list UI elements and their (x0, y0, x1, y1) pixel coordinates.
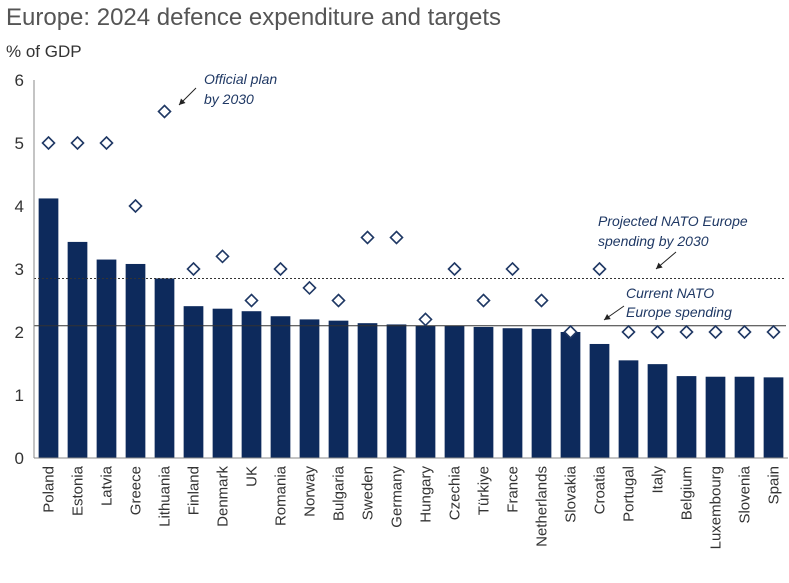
annotation-arrow-head (604, 313, 611, 320)
bar (183, 306, 204, 458)
bar (357, 323, 378, 458)
category-label: Latvia (99, 465, 116, 506)
bar (618, 360, 639, 458)
y-tick-label: 1 (15, 386, 24, 405)
annotation-text: Projected NATO Europe (598, 213, 748, 229)
category-label: Norway (302, 466, 319, 517)
category-label: Croatia (592, 465, 609, 514)
target-marker (186, 261, 201, 277)
category-label: Netherlands (534, 466, 551, 547)
target-marker (128, 198, 143, 214)
bar (531, 328, 552, 458)
target-marker (592, 261, 607, 277)
bar (763, 377, 784, 458)
target-marker (389, 230, 404, 245)
target-marker (476, 293, 491, 308)
bar (328, 320, 349, 458)
category-label: Germany (389, 466, 406, 528)
bar (241, 311, 262, 458)
y-tick-label: 2 (15, 323, 24, 342)
target-marker (766, 324, 781, 340)
bar (299, 319, 320, 458)
category-label: Spain (766, 466, 783, 504)
category-label: UK (244, 466, 261, 487)
target-marker (563, 324, 578, 340)
bar (444, 325, 465, 458)
annotation-text: by 2030 (204, 91, 254, 107)
bar (502, 328, 523, 458)
bar (38, 198, 59, 458)
target-marker (41, 135, 56, 151)
target-marker (331, 293, 346, 308)
bar (212, 308, 233, 458)
bar (415, 325, 436, 458)
annotation-text: Europe spending (626, 304, 732, 320)
annotation-text: Official plan (204, 71, 277, 87)
bar (734, 376, 755, 458)
target-marker (447, 261, 462, 277)
bar (705, 376, 726, 458)
category-label: Belgium (679, 466, 696, 520)
target-marker (99, 135, 114, 151)
bar (96, 259, 117, 458)
annotation-arrow-head (656, 262, 663, 269)
category-label: Portugal (621, 466, 638, 522)
category-label: France (505, 466, 522, 513)
category-label: Estonia (70, 465, 87, 516)
target-marker (679, 324, 694, 340)
category-label: Czechia (447, 465, 464, 520)
category-label: Romania (273, 465, 290, 526)
category-label: Slovakia (563, 465, 580, 522)
target-marker (360, 230, 375, 245)
y-tick-label: 0 (15, 449, 24, 468)
category-label: Hungary (418, 466, 435, 523)
category-label: Slovenia (737, 465, 754, 523)
category-label: Luxembourg (708, 466, 725, 549)
y-tick-label: 5 (15, 134, 24, 153)
category-label: Lithuania (157, 465, 174, 527)
bar (154, 278, 175, 458)
y-tick-label: 4 (15, 197, 24, 216)
target-marker (302, 280, 317, 296)
target-marker (418, 312, 433, 327)
target-marker (737, 324, 752, 340)
target-marker (505, 261, 520, 277)
bar (67, 241, 88, 458)
y-tick-label: 6 (15, 71, 24, 90)
bar (125, 263, 146, 458)
bar (560, 332, 581, 458)
category-label: Sweden (360, 466, 377, 520)
target-marker (621, 324, 636, 340)
annotation-text: spending by 2030 (598, 233, 709, 249)
target-marker (157, 104, 172, 119)
category-label: Bulgaria (331, 465, 348, 521)
bar (473, 326, 494, 458)
y-axis-label: % of GDP (6, 42, 82, 61)
bar (647, 364, 668, 458)
category-label: Greece (128, 466, 145, 515)
target-marker (708, 324, 723, 340)
target-marker (534, 293, 549, 308)
annotation-text: Current NATO (626, 285, 714, 301)
target-marker (244, 293, 259, 308)
category-label: Italy (650, 466, 667, 494)
chart-title: Europe: 2024 defence expenditure and tar… (6, 4, 502, 31)
category-label: Poland (41, 466, 58, 513)
target-marker (215, 249, 230, 264)
category-label: Türkiye (476, 466, 493, 515)
y-tick-label: 3 (15, 260, 24, 279)
target-marker (70, 135, 85, 151)
bar (589, 343, 610, 458)
category-label: Finland (186, 466, 203, 515)
bar (676, 376, 697, 458)
bar (270, 316, 291, 458)
annotation-arrow-head (179, 98, 186, 105)
target-marker (273, 261, 288, 277)
category-label: Denmark (215, 466, 232, 527)
target-marker (650, 324, 665, 340)
bar (386, 324, 407, 458)
